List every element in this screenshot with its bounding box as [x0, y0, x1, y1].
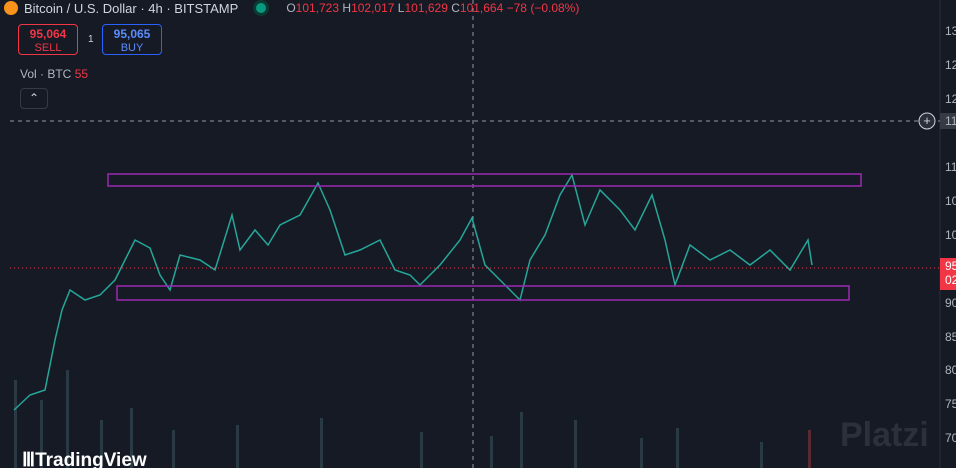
volume-label: Vol · BTC: [20, 67, 72, 81]
crosshair-add-button[interactable]: [918, 112, 936, 130]
price-axis-label: 85: [945, 330, 956, 344]
sell-price: 95,064: [29, 27, 67, 41]
price-axis-label: 70: [945, 431, 956, 445]
price-axis-label: 12: [945, 58, 956, 72]
volume-value: 55: [74, 67, 89, 81]
low-value: 101,629: [404, 1, 448, 15]
crosshair-price-tag: [940, 113, 956, 129]
sell-label: SELL: [34, 42, 62, 54]
price-axis-label: 12: [945, 92, 956, 106]
change: −78 (−0.08%): [506, 1, 580, 15]
brand-logo[interactable]: ⅢTradingView: [22, 449, 147, 468]
current-price-top: 95: [945, 259, 956, 273]
buy-label: BUY: [120, 42, 144, 54]
price-axis-label: 10: [945, 228, 956, 242]
close-label: C: [451, 1, 460, 15]
current-price-tag: [940, 258, 956, 290]
price-axis-label: 10: [945, 194, 956, 208]
buy-button[interactable]: 95,065 BUY: [102, 24, 162, 55]
plus-icon: +: [923, 113, 931, 128]
price-axis-label: 75: [945, 397, 956, 411]
symbol-header: Bitcoin / U.S. Dollar · 4h · BITSTAMP O1…: [0, 0, 579, 16]
market-status: [256, 3, 267, 13]
close-value: 101,664: [459, 1, 504, 15]
volume-legend: Vol · BTC 55: [20, 67, 88, 81]
resistance-zone: [107, 173, 862, 187]
collapse-toggle[interactable]: ⌃: [20, 88, 48, 109]
watermark: Platzi: [840, 416, 929, 454]
current-price-bottom: 02: [945, 273, 956, 287]
volume-bars: [14, 370, 811, 468]
symbol-title[interactable]: Bitcoin / U.S. Dollar · 4h · BITSTAMP: [24, 0, 239, 16]
price-axis-label: 90: [945, 296, 956, 310]
price-axis-label: 80: [945, 363, 956, 377]
quantity: 1: [88, 34, 94, 45]
price-path: [13, 173, 813, 411]
current-price-label: 95 02: [945, 259, 956, 287]
support-zone: [116, 285, 850, 301]
price-axis-label: 13: [945, 24, 956, 38]
ohlc: O101,723 H102,017 L101,629 C101,664 −78 …: [286, 1, 579, 15]
price-axis-label: 11: [945, 160, 956, 174]
low-label: L: [397, 1, 405, 15]
sell-button[interactable]: 95,064 SELL: [18, 24, 78, 55]
price-axis-label: 11: [945, 114, 956, 128]
high-value: 102,017: [351, 1, 395, 15]
btc-icon: [4, 1, 18, 15]
open-label: O: [286, 1, 296, 15]
buy-price: 95,065: [113, 27, 151, 41]
open-value: 101,723: [295, 1, 340, 15]
high-label: H: [342, 1, 352, 15]
brand-name: TradingView: [35, 450, 147, 468]
